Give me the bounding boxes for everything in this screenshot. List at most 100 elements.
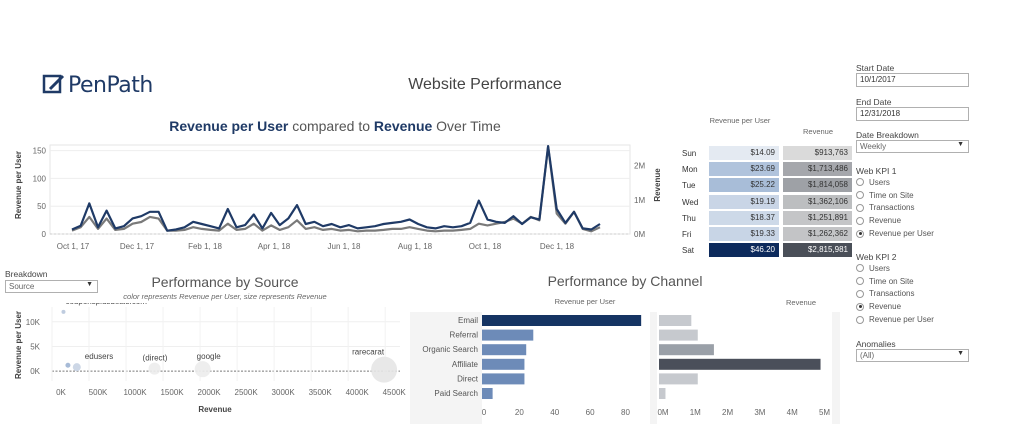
- start-date-input[interactable]: 10/1/2017: [856, 73, 969, 87]
- series-line-revenue: [71, 145, 601, 233]
- date-breakdown-label: Date Breakdown: [856, 130, 919, 140]
- rpu-bar[interactable]: [482, 388, 493, 399]
- radio-icon[interactable]: [856, 315, 864, 324]
- time-series-chart: Revenue per User Revenue 150 100 50 0 2M 1M 0M…: [14, 144, 662, 251]
- kpi1-option-users[interactable]: Users: [856, 176, 996, 189]
- chevron-down-icon: ▼: [957, 141, 964, 148]
- radio-label: Revenue: [869, 216, 902, 226]
- source-x-axis-label: Revenue: [198, 405, 232, 414]
- x-tick-label: 1000K: [123, 388, 147, 397]
- radio-icon[interactable]: [856, 216, 864, 225]
- radio-icon[interactable]: [856, 229, 864, 238]
- source-scatter-chart: Revenue per User Revenue 10K 5K 0K 0K 500K 10…: [14, 303, 407, 414]
- channel-label: Email: [458, 316, 478, 325]
- kpi2-option-revenue-per-user[interactable]: Revenue per User: [856, 313, 996, 326]
- rpu-cell: $19.19: [709, 194, 779, 209]
- rpu-cell: $23.69: [709, 162, 779, 177]
- revenue-bar[interactable]: [659, 344, 714, 356]
- page-title: Website Performance: [408, 76, 562, 93]
- kpi1-option-revenue[interactable]: Revenue: [856, 214, 996, 227]
- rpu-bar[interactable]: [482, 373, 525, 385]
- radio-icon[interactable]: [856, 178, 864, 187]
- rpu-bar[interactable]: [482, 344, 527, 356]
- time-chart-title-mid: compared to: [288, 118, 374, 134]
- x-tick-label: 2500K: [235, 388, 259, 397]
- channel-chart-title: Performance by Channel: [547, 273, 703, 289]
- anomalies-label: Anomalies: [856, 338, 896, 349]
- breakdown-label: Breakdown: [5, 269, 48, 279]
- date-breakdown-select[interactable]: Weekly ▼: [856, 140, 969, 153]
- radio-label: Time on Site: [869, 190, 914, 200]
- rpu-tick-label: 20: [515, 408, 524, 417]
- revenue-tick-label: 2M: [722, 408, 733, 417]
- table-row-day: Wed: [682, 197, 699, 207]
- x-tick-label: Feb 1, 18: [188, 242, 222, 251]
- y-tick-label: 0: [42, 230, 47, 239]
- revenue-cell: $1,814,058: [783, 178, 852, 193]
- radio-label: Revenue: [869, 302, 902, 312]
- kpi2-option-revenue[interactable]: Revenue: [856, 300, 996, 313]
- radio-icon[interactable]: [856, 277, 864, 286]
- revenue-cell: $2,815,981: [783, 243, 852, 258]
- radio-icon[interactable]: [856, 289, 864, 298]
- scatter-point[interactable]: [148, 362, 161, 375]
- y-tick-label: 50: [37, 202, 46, 211]
- scatter-point[interactable]: [61, 309, 66, 314]
- revenue-bar[interactable]: [659, 315, 692, 326]
- radio-label: Time on Site: [869, 276, 914, 286]
- rpu-bar[interactable]: [482, 329, 534, 341]
- revenue-cell: $1,262,362: [783, 227, 852, 241]
- rpu-bar[interactable]: [482, 315, 642, 326]
- rpu-tick-label: 60: [586, 408, 595, 417]
- end-date-input[interactable]: 12/31/2018: [856, 107, 969, 121]
- revenue-bar[interactable]: [659, 388, 666, 399]
- rpu-tick-label: 80: [621, 408, 630, 417]
- x-tick-label: 4500K: [383, 388, 407, 397]
- source-chart-subtitle: color represents Revenue per User, size …: [123, 292, 327, 301]
- time-chart-title: Revenue per User compared to Revenue Ove…: [70, 118, 600, 134]
- x-tick-label: 3000K: [272, 388, 296, 397]
- radio-label: Revenue per User: [869, 229, 934, 239]
- y-tick-label: 10K: [26, 318, 41, 327]
- y-right-tick-label: 2M: [634, 162, 645, 171]
- channel-bar-chart: Email Referral Organic Search Affiliate Dire…: [410, 312, 840, 424]
- point-label: (direct): [143, 354, 168, 363]
- x-tick-label: 4000K: [346, 388, 370, 397]
- kpi1-option-transactions[interactable]: Transactions: [856, 202, 996, 215]
- y-axis-label-right: Revenue: [653, 168, 662, 202]
- pen-logo-icon: [42, 74, 65, 94]
- x-tick-label: Oct 1, 18: [469, 242, 502, 251]
- scatter-point[interactable]: [72, 363, 81, 372]
- radio-icon[interactable]: [856, 191, 864, 200]
- kpi1-option-revenue-per-user[interactable]: Revenue per User: [856, 227, 996, 240]
- point-label: rarecarat: [352, 348, 385, 357]
- scatter-point[interactable]: [65, 362, 71, 368]
- revenue-bar[interactable]: [659, 329, 698, 341]
- breakdown-value: Source: [9, 282, 35, 291]
- kpi2-option-transactions[interactable]: Transactions: [856, 288, 996, 301]
- end-date-label: End Date: [856, 97, 892, 107]
- rpu-tick-label: 0: [482, 408, 487, 417]
- scatter-point[interactable]: [194, 361, 211, 378]
- x-tick-label: Jun 1, 18: [328, 242, 361, 251]
- table-row-day: Sun: [682, 149, 697, 158]
- day-of-week-table: Sun $14.09 $913,763 Mon $23.69 $1,713,486 Tue $…: [678, 146, 853, 261]
- anomalies-select[interactable]: (All) ▼: [856, 348, 969, 362]
- radio-icon[interactable]: [856, 203, 864, 212]
- rpu-bar[interactable]: [482, 358, 525, 370]
- table-row-day: Tue: [682, 181, 696, 191]
- start-date-label: Start Date: [856, 63, 895, 73]
- revenue-bar[interactable]: [659, 358, 821, 370]
- rpu-cell: $25.22: [709, 178, 779, 193]
- breakdown-select[interactable]: Source ▼: [5, 280, 98, 293]
- kpi1-option-time-on-site[interactable]: Time on Site: [856, 189, 996, 202]
- kpi2-option-time-on-site[interactable]: Time on Site: [856, 275, 996, 288]
- anomalies-value: (All): [860, 350, 875, 360]
- revenue-bar[interactable]: [659, 373, 698, 385]
- radio-icon[interactable]: [856, 302, 864, 311]
- radio-icon[interactable]: [856, 264, 864, 273]
- x-tick-label: 0K: [56, 388, 66, 397]
- scatter-point[interactable]: [371, 356, 398, 383]
- kpi2-option-users[interactable]: Users: [856, 262, 996, 275]
- day-table-header-rpu: Revenue per User: [709, 116, 771, 125]
